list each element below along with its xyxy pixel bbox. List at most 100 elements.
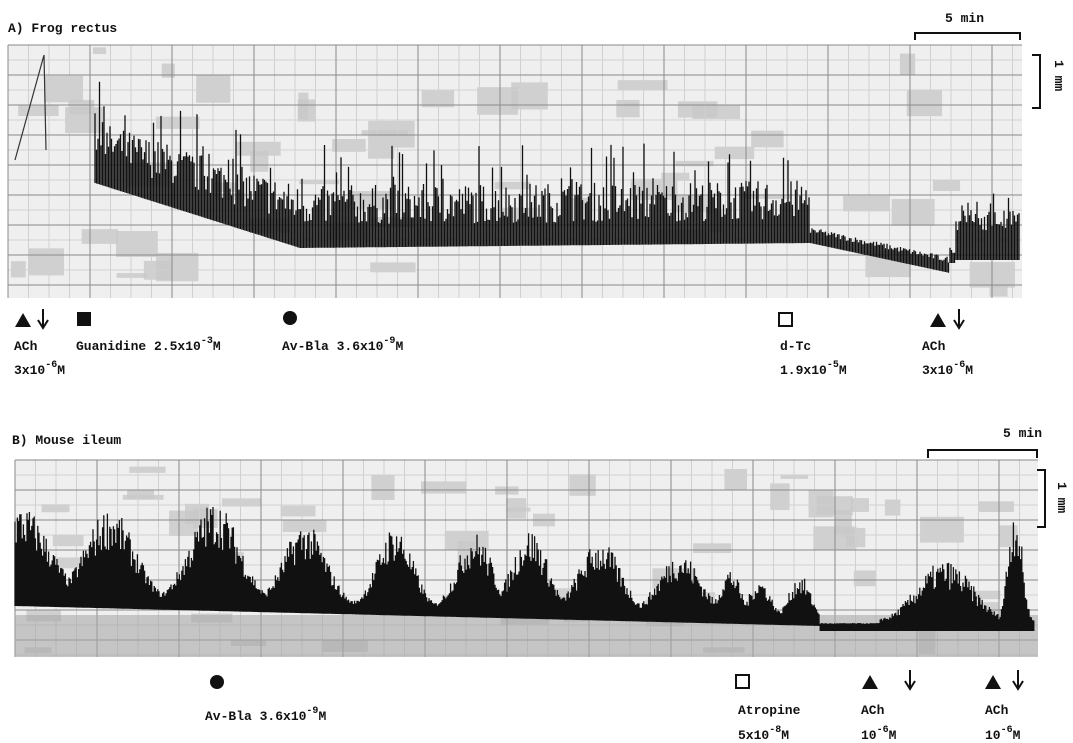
amp-scale: 1 mm <box>1051 60 1066 91</box>
drug-conc: Guanidine 2.5x10-3M <box>76 336 221 354</box>
triangle-marker <box>985 675 1001 689</box>
text-part: M <box>781 728 789 743</box>
text-part: 3x10 <box>922 363 953 378</box>
paper-patch <box>933 180 960 191</box>
amp-bar <box>1032 55 1040 108</box>
paper-patch <box>185 504 209 524</box>
text-part: -5 <box>827 360 839 371</box>
text-part: Av-Bla 3.6x10 <box>282 339 384 354</box>
paper-patch <box>506 508 531 512</box>
text-part: M <box>839 363 847 378</box>
text-part: M <box>213 339 221 354</box>
paper-patch <box>618 80 668 90</box>
paper-patch <box>809 490 834 517</box>
text-part: -6 <box>45 360 57 371</box>
text-part: Guanidine 2.5x10 <box>76 339 201 354</box>
drug-name: ACh <box>922 339 946 354</box>
drug-name: Atropine <box>738 703 801 718</box>
paper-patch <box>250 151 268 172</box>
text-part: Av-Bla 3.6x10 <box>205 709 307 724</box>
drug-conc: 5x10-8M <box>738 725 789 743</box>
circle-marker <box>210 675 224 689</box>
text-part: -3 <box>201 336 213 347</box>
paper-patch <box>368 148 394 159</box>
text-part: -9 <box>383 336 395 347</box>
arrow-marker <box>954 309 964 328</box>
paper-patch <box>281 506 316 517</box>
time-bar <box>915 33 1020 40</box>
paper-patch <box>854 570 877 586</box>
panel-title: B) Mouse ileum <box>12 433 121 448</box>
paper-patch <box>715 147 754 159</box>
paper-patch <box>631 179 678 200</box>
paper-patch <box>29 248 64 275</box>
text-part: M <box>1013 728 1021 743</box>
open-square-marker <box>736 675 749 688</box>
paper-patch <box>678 101 718 117</box>
open-square-marker <box>779 313 792 326</box>
paper-patch <box>1000 525 1018 547</box>
paper-patch <box>724 469 747 490</box>
text-part: 3x10 <box>14 363 45 378</box>
drug-name: ACh <box>985 703 1009 718</box>
paper-patch <box>751 131 783 148</box>
paper-patch <box>44 76 83 102</box>
text-part: 1.9x10 <box>780 363 827 378</box>
text-part: M <box>57 363 65 378</box>
paper-patch <box>82 229 118 244</box>
text-part: 10 <box>985 728 1001 743</box>
drug-conc: 10-6M <box>861 725 897 743</box>
text-part: -6 <box>953 360 965 371</box>
arrow-marker <box>905 670 915 689</box>
square-marker <box>77 312 91 326</box>
arrow-marker <box>1013 670 1023 689</box>
paper-patch <box>920 517 964 543</box>
paper-patch <box>371 475 394 500</box>
text-part: M <box>318 709 326 724</box>
time-scale: 5 min <box>945 11 984 26</box>
paper-patch <box>11 261 26 277</box>
circle-marker <box>283 311 297 325</box>
paper-patch <box>978 501 1014 512</box>
recording-b <box>15 460 1038 657</box>
paper-patch <box>569 474 595 496</box>
paper-patch <box>421 481 467 493</box>
text-part: M <box>889 728 897 743</box>
paper-patch <box>885 500 900 516</box>
arrow-marker <box>38 309 48 328</box>
figure: A) Frog rectus 5 min 1 mm ACh 3x10-6M Gu… <box>0 0 1073 743</box>
paper-patch <box>162 64 175 78</box>
text-part: M <box>965 363 973 378</box>
drug-name: ACh <box>861 703 885 718</box>
text-part: 10 <box>861 728 877 743</box>
text-part: 5x10 <box>738 728 769 743</box>
text-part: -8 <box>769 725 781 736</box>
paper-patch <box>129 467 165 473</box>
paper-patch <box>93 47 106 54</box>
drug-conc: 1.9x10-5M <box>780 360 847 378</box>
panel-title: A) Frog rectus <box>8 21 117 36</box>
text-part: -6 <box>1001 725 1013 736</box>
paper-patch <box>445 531 489 550</box>
paper-patch <box>616 100 639 117</box>
paper-patch <box>477 87 518 115</box>
drug-conc: 3x10-6M <box>922 360 973 378</box>
triangle-marker <box>862 675 878 689</box>
paper-patch <box>18 105 58 116</box>
paper-patch <box>298 99 316 121</box>
time-bar <box>928 450 1037 458</box>
amp-scale: 1 mm <box>1054 482 1069 513</box>
drug-name: d-Tc <box>780 339 811 354</box>
drug-conc: 10-6M <box>985 725 1021 743</box>
time-scale: 5 min <box>1003 426 1042 441</box>
triangle-marker <box>930 313 946 327</box>
paper-patch <box>283 520 327 532</box>
paper-patch <box>156 117 199 129</box>
triangle-marker <box>15 313 31 327</box>
text-part: -9 <box>306 706 318 717</box>
paper-patch <box>117 273 147 278</box>
drug-conc: Av-Bla 3.6x10-9M <box>205 706 326 724</box>
paper-patch <box>907 90 942 116</box>
paper-patch <box>900 54 915 75</box>
paper-patch <box>843 196 889 211</box>
